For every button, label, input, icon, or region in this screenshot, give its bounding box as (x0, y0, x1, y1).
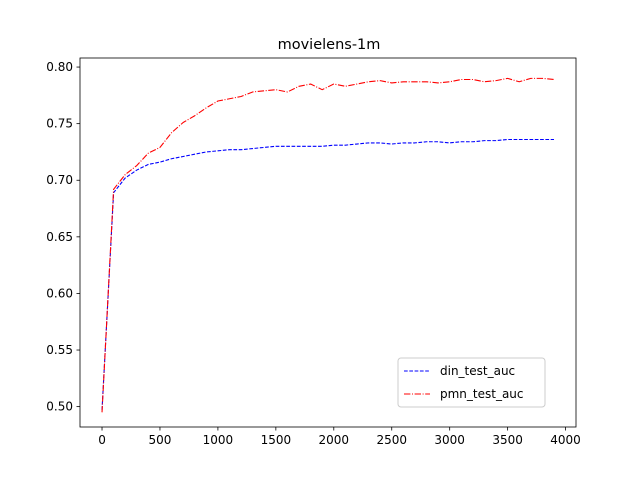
x-tick-label: 2500 (376, 433, 407, 447)
legend-box (397, 357, 546, 408)
y-tick-label: 0.70 (46, 173, 73, 187)
y-axis: 0.50 0.55 0.60 0.65 0.70 0.75 0.80 (46, 60, 80, 414)
legend-label-pmn: pmn_test_auc (440, 387, 524, 401)
y-tick-label: 0.75 (46, 117, 73, 131)
x-axis: 0 500 1000 1500 2000 2500 3000 3500 4000 (98, 427, 581, 447)
x-tick-label: 2000 (319, 433, 350, 447)
x-tick-label: 4000 (550, 433, 581, 447)
series-line-pmn_test_auc (101, 77, 555, 413)
x-tick-label: 1500 (261, 433, 292, 447)
y-tick-label: 0.60 (46, 286, 73, 300)
y-tick-label: 0.80 (46, 60, 73, 74)
x-tick-label: 1000 (203, 433, 234, 447)
series-line-din_test_auc (101, 138, 554, 411)
x-tick-label: 3500 (492, 433, 523, 447)
series-layer (101, 77, 555, 413)
chart-title: movielens-1m (278, 37, 381, 53)
legend-label-din: din_test_auc (440, 364, 515, 378)
y-tick-label: 0.65 (46, 230, 73, 244)
x-tick-label: 500 (149, 433, 172, 447)
legend: din_test_auc pmn_test_auc (397, 357, 546, 408)
plot-frame (79, 57, 577, 428)
y-tick-label: 0.50 (46, 400, 73, 414)
x-tick-label: 0 (98, 433, 106, 447)
y-tick-label: 0.55 (46, 343, 73, 357)
x-tick-label: 3000 (434, 433, 465, 447)
